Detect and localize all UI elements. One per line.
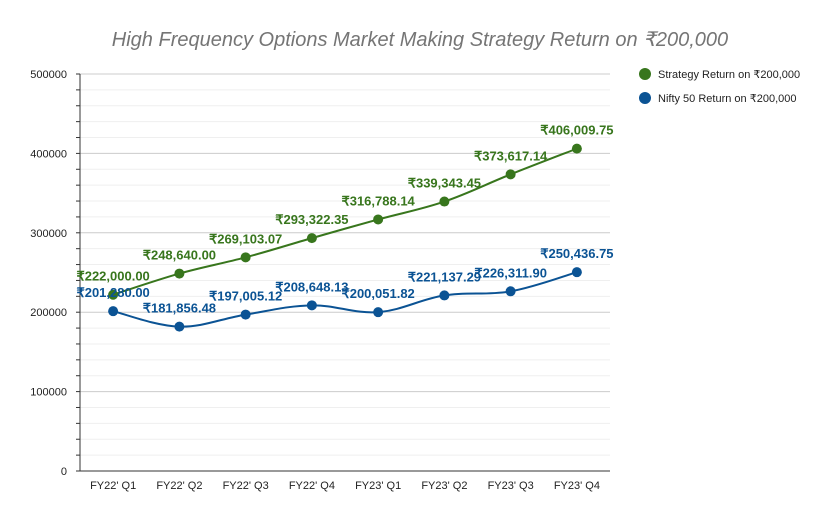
data-label: ₹200,051.82 (341, 286, 414, 301)
legend-label-1: Nifty 50 Return on ₹200,000 (658, 93, 796, 105)
y-tick-label: 100000 (30, 387, 67, 399)
data-label: ₹293,322.35 (275, 212, 348, 227)
data-label: ₹226,311.90 (474, 265, 547, 280)
axes: 0 100000 200000 300000 400000 500000 FY22' Q1 F… (30, 69, 610, 492)
series-line-1 (112, 271, 578, 328)
data-point (571, 267, 582, 278)
data-label: ₹197,005.12 (209, 289, 282, 304)
data-label: ₹221,137.29 (408, 269, 481, 284)
chart-title: High Frequency Options Market Making Str… (112, 29, 728, 51)
x-tick-label: FY23' Q2 (421, 480, 467, 492)
data-point (373, 214, 384, 225)
data-label: ₹373,617.14 (474, 148, 548, 163)
y-tick-label: 500000 (30, 69, 67, 81)
series-line-0 (112, 147, 578, 296)
legend: Strategy Return on ₹200,000 Nifty 50 Retu… (639, 68, 800, 105)
data-points (108, 143, 582, 332)
x-tick-label: FY23' Q4 (554, 480, 600, 492)
data-point (240, 252, 251, 263)
y-tick-label: 0 (61, 466, 67, 478)
x-tick-label: FY23' Q1 (355, 480, 401, 492)
data-point (108, 306, 119, 317)
data-label: ₹250,436.75 (540, 246, 613, 261)
data-point (439, 196, 450, 207)
data-point (505, 286, 516, 297)
legend-label-0: Strategy Return on ₹200,000 (658, 69, 800, 81)
data-point (373, 307, 384, 318)
x-tick-label: FY22' Q4 (289, 480, 335, 492)
legend-marker-1 (639, 92, 651, 104)
y-tick-label: 200000 (30, 307, 67, 319)
data-label: ₹269,103.07 (209, 231, 282, 246)
x-tick-label: FY22' Q3 (223, 480, 269, 492)
data-label: ₹222,000.00 (76, 269, 149, 284)
data-labels: ₹222,000.00 ₹248,640.00 ₹269,103.07 ₹293,32… (76, 123, 613, 316)
gridlines (80, 73, 610, 456)
data-label: ₹316,788.14 (341, 193, 415, 208)
data-point (306, 233, 317, 244)
data-label: ₹181,856.48 (143, 301, 216, 316)
data-point (174, 321, 185, 332)
x-tick-label: FY22' Q1 (90, 480, 136, 492)
data-label: ₹406,009.75 (540, 123, 613, 138)
data-label: ₹201,280.00 (76, 285, 149, 300)
y-tick-label: 300000 (30, 228, 67, 240)
data-point (505, 169, 516, 180)
data-point (439, 290, 450, 301)
data-label: ₹339,343.45 (408, 176, 481, 191)
x-tick-label: FY23' Q3 (488, 480, 534, 492)
data-point (108, 289, 119, 300)
data-point (174, 268, 185, 279)
x-tick-label: FY22' Q2 (156, 480, 202, 492)
data-point (571, 143, 582, 154)
y-tick-label: 400000 (30, 148, 67, 160)
series-lines (112, 147, 578, 328)
data-label: ₹208,648.13 (275, 279, 348, 294)
data-label: ₹248,640.00 (143, 248, 216, 263)
legend-marker-0 (639, 68, 651, 80)
data-point (240, 309, 251, 320)
data-point (306, 300, 317, 311)
